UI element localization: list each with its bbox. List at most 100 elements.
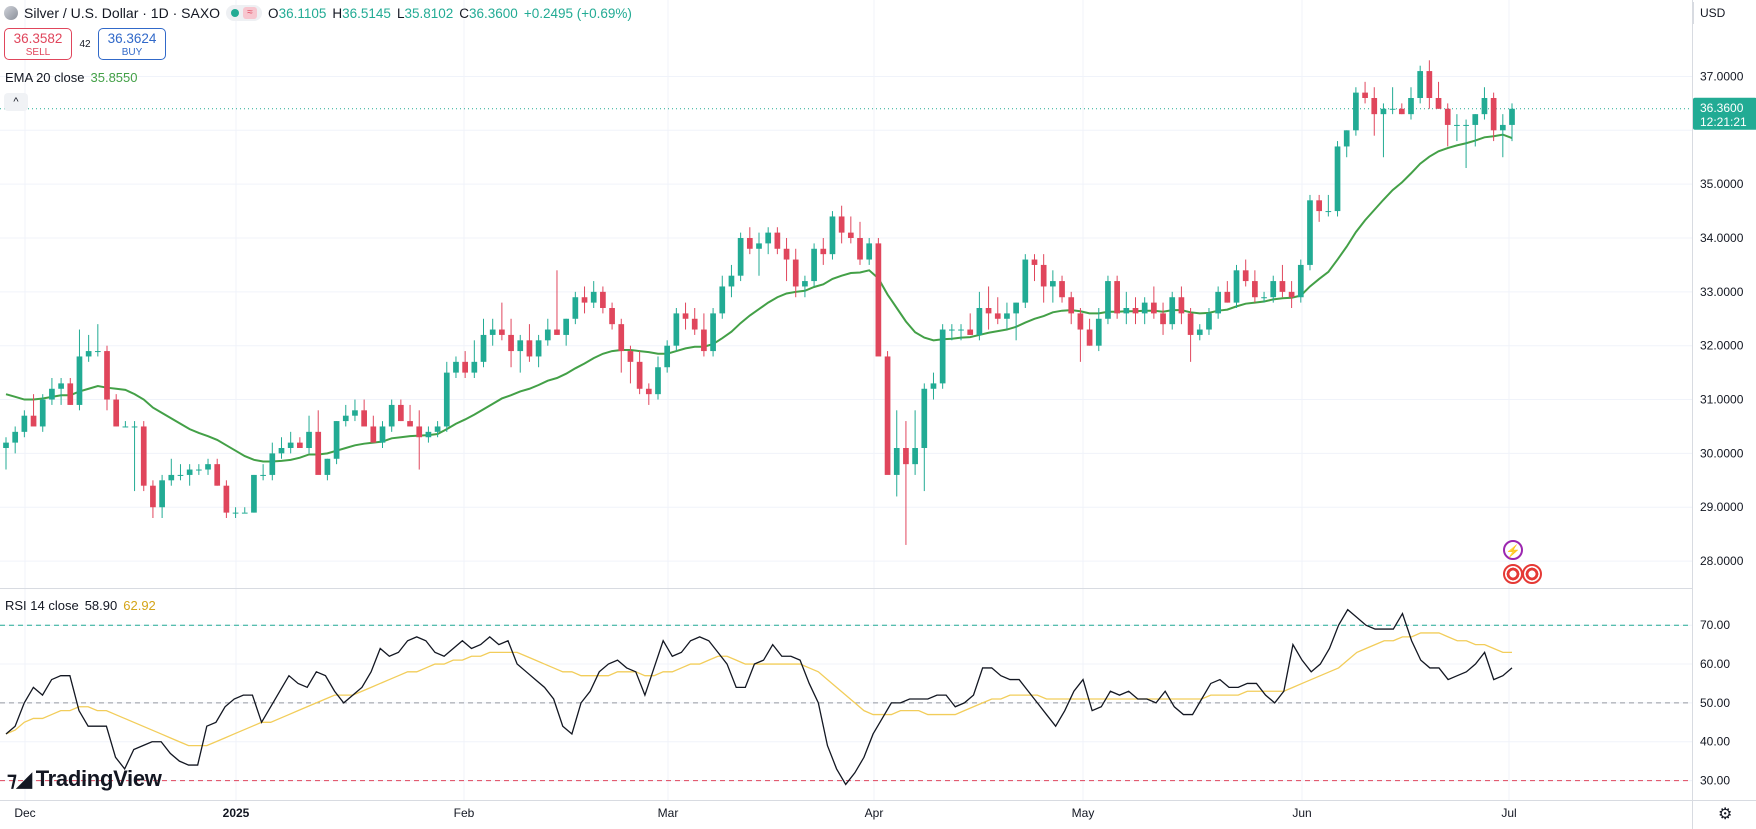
candle-body xyxy=(186,469,193,475)
candle xyxy=(526,324,533,362)
candle xyxy=(572,291,579,325)
candle xyxy=(94,324,101,357)
candle xyxy=(847,216,854,244)
candle xyxy=(1095,308,1102,352)
candle xyxy=(1463,119,1469,168)
candle-body xyxy=(1499,124,1506,131)
candle-body xyxy=(1325,211,1332,213)
candle-body xyxy=(131,426,138,428)
candle-body xyxy=(241,512,248,514)
candle xyxy=(1334,141,1341,217)
candle-body xyxy=(113,399,120,427)
candle xyxy=(802,275,808,298)
candle-body xyxy=(1077,313,1084,330)
candle-body xyxy=(49,388,55,400)
candle xyxy=(985,286,992,330)
sell-button[interactable]: 36.3582 SELL xyxy=(4,28,72,60)
status-pill[interactable]: ≈ xyxy=(226,5,263,21)
y-tick-label: 37.0000 xyxy=(1700,69,1744,83)
candle xyxy=(820,238,827,265)
candle xyxy=(1509,103,1515,142)
candle-body xyxy=(434,426,441,432)
candle xyxy=(1224,281,1231,303)
candle xyxy=(12,426,19,454)
candle xyxy=(1013,302,1019,341)
candle-body xyxy=(150,485,156,508)
candle-body xyxy=(315,431,322,475)
tradingview-logo[interactable]: ⁊◢ TradingView xyxy=(7,766,162,792)
us-flag-icon[interactable] xyxy=(1503,564,1523,584)
buy-button[interactable]: 36.3624 BUY xyxy=(98,28,166,60)
candle xyxy=(1398,103,1405,115)
candle xyxy=(67,378,74,405)
y-tick-label: 29.0000 xyxy=(1700,500,1744,514)
ohlc-item: H36.5145 xyxy=(332,6,391,21)
currency-selector[interactable]: USD xyxy=(1693,2,1749,24)
candle-body xyxy=(921,388,928,448)
candle xyxy=(1105,275,1111,325)
candle-body xyxy=(1169,297,1176,325)
gear-icon[interactable]: ⚙ xyxy=(1718,806,1733,823)
price-tag-bg xyxy=(1693,97,1756,130)
candle-body xyxy=(1132,308,1139,314)
spread-value: 42 xyxy=(79,38,91,50)
candle xyxy=(1114,275,1120,319)
y-tick-label: 32.0000 xyxy=(1700,339,1744,353)
candle xyxy=(1187,308,1194,362)
candle-body xyxy=(1252,281,1258,298)
x-tick-label: Mar xyxy=(658,806,679,820)
silver-coin-icon[interactable] xyxy=(4,6,18,20)
candle-body xyxy=(783,248,790,260)
candle xyxy=(1031,254,1038,282)
candle-body xyxy=(912,448,918,465)
rsi-legend[interactable]: RSI 14 close 58.90 62.92 xyxy=(5,598,156,613)
ohlc-value: 36.3600 xyxy=(469,5,518,21)
candle-body xyxy=(756,243,762,249)
candle-body xyxy=(1334,146,1341,212)
us-flag-icon[interactable] xyxy=(1522,564,1542,584)
candle-body xyxy=(600,291,606,308)
candle-body xyxy=(1454,124,1460,126)
candle xyxy=(1123,291,1130,325)
ohlc-key: L xyxy=(396,5,405,21)
candle-body xyxy=(388,404,395,427)
candle-body xyxy=(544,329,551,341)
candle-body xyxy=(1059,281,1065,298)
candle xyxy=(1481,87,1488,120)
ema-legend[interactable]: EMA 20 close 35.8550 xyxy=(5,70,138,85)
candle xyxy=(627,345,634,384)
candle-body xyxy=(948,329,955,331)
candle xyxy=(1252,270,1258,303)
candle-body xyxy=(269,453,276,475)
candle xyxy=(1206,308,1212,335)
x-tick-label: Apr xyxy=(865,806,884,820)
candle-body xyxy=(67,383,74,405)
candle xyxy=(737,232,744,282)
ema-line-layer xyxy=(5,133,1513,463)
candle xyxy=(205,458,211,475)
candle-body xyxy=(820,248,827,255)
symbol-title[interactable]: Silver / U.S. Dollar · 1D · SAXO xyxy=(24,5,221,21)
candle-body xyxy=(251,474,257,513)
candle xyxy=(765,227,772,255)
candle xyxy=(838,205,845,244)
candle xyxy=(1178,286,1185,325)
candle xyxy=(104,345,110,411)
ohlc-value: 35.8102 xyxy=(404,5,454,21)
candle-body xyxy=(1472,114,1479,125)
candle-body xyxy=(85,351,92,357)
candle-body xyxy=(398,404,404,422)
rsi-y-tick-label: 30.00 xyxy=(1700,774,1730,788)
candle-body xyxy=(1389,108,1396,110)
candle xyxy=(866,238,873,265)
candle-body xyxy=(1040,264,1047,287)
candle-body xyxy=(1362,92,1368,98)
lightning-icon[interactable]: ⚡ xyxy=(1503,540,1523,560)
candle xyxy=(1343,130,1350,158)
chevron-up-icon[interactable]: ^ xyxy=(4,93,28,111)
rsi-ma-line xyxy=(5,632,1512,747)
candle xyxy=(177,464,184,481)
ema-value: 35.8550 xyxy=(90,70,138,85)
candle-body xyxy=(728,275,735,287)
